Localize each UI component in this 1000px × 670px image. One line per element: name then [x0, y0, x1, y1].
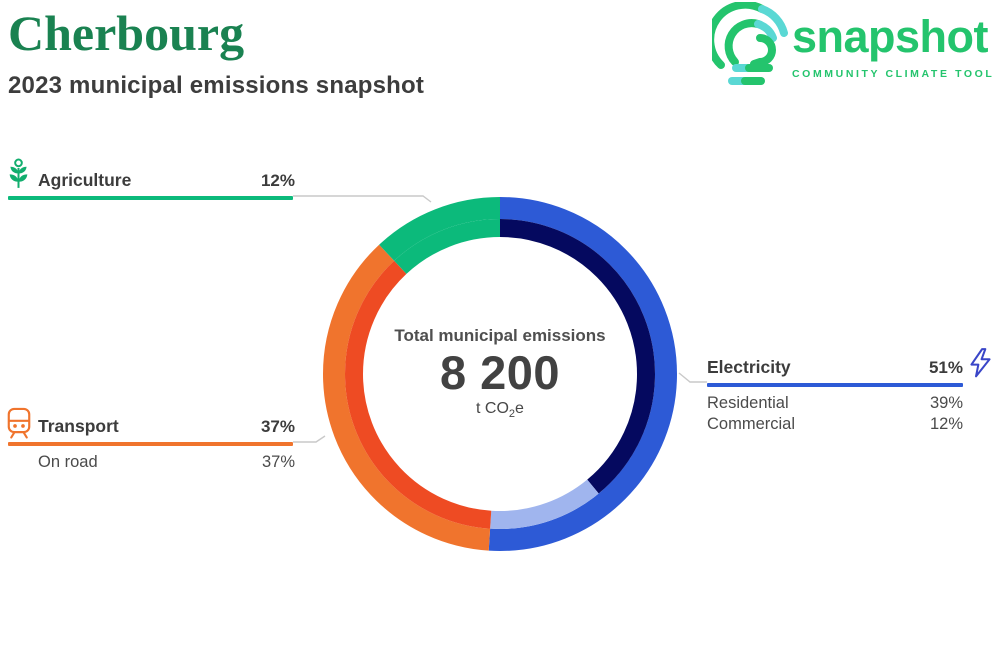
subsector-row: Residential 39% — [707, 394, 963, 413]
subsector-label: On road — [38, 453, 98, 471]
page-title: Cherbourg — [8, 5, 245, 61]
legend-agriculture-row: Agriculture 12% — [38, 170, 295, 191]
legend-agriculture: Agriculture 12% — [8, 170, 295, 200]
donut-center-text: Total municipal emissions 8 200 t CO2e — [350, 326, 650, 420]
legend-underline — [8, 442, 293, 446]
logo-wordmark: snapshot — [792, 11, 989, 62]
legend-label: Electricity — [707, 357, 791, 377]
legend-underline — [707, 383, 963, 387]
train-icon — [5, 407, 33, 445]
legend-transport: Transport 37% On road 37% — [8, 416, 295, 472]
donut-center-value: 8 200 — [439, 346, 561, 399]
legend-electricity-row: Electricity 51% — [707, 357, 963, 378]
legend-pct: 51% — [928, 358, 963, 377]
subsector-row: On road 37% — [38, 453, 295, 472]
subsector-pct: 37% — [261, 453, 295, 471]
subsector-label: Residential — [707, 394, 789, 412]
legend-electricity: Electricity 51% Residential 39% Commerci… — [707, 357, 963, 434]
donut-chart — [323, 197, 677, 551]
subsector-label: Commercial — [707, 415, 796, 433]
legend-pct: 12% — [260, 171, 295, 190]
page-subtitle: 2023 municipal emissions snapshot — [8, 72, 425, 99]
subsector-pct: 12% — [929, 415, 963, 433]
subsector-pct: 39% — [929, 394, 963, 412]
legend-label: Agriculture — [38, 170, 132, 190]
donut-center-label: Total municipal emissions — [394, 326, 606, 345]
snapshot-logo-icon — [706, 0, 790, 99]
legend-underline — [8, 196, 293, 200]
logo-tagline: COMMUNITY CLIMATE TOOL — [792, 67, 995, 80]
legend-label: Transport — [38, 416, 119, 436]
lightning-icon — [966, 347, 995, 384]
plant-icon — [5, 158, 32, 194]
subsector-row: Commercial 12% — [707, 415, 963, 434]
donut-center-unit: t CO2e — [476, 400, 524, 421]
legend-pct: 37% — [260, 417, 295, 436]
snapshot-logo-text: snapshot COMMUNITY CLIMATE TOOL — [792, 12, 1000, 80]
legend-transport-row: Transport 37% — [38, 416, 295, 437]
